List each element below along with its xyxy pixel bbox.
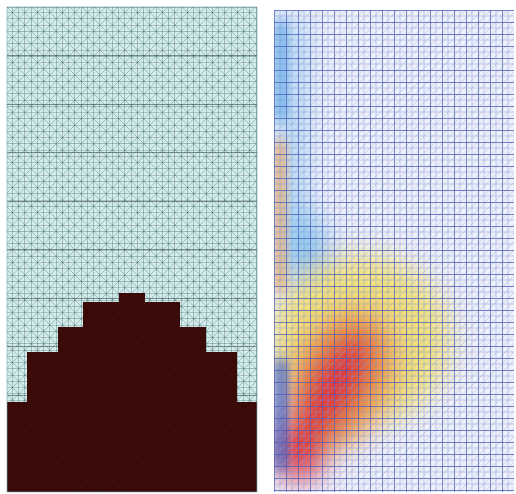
right-panel	[263, 10, 514, 492]
left-panel	[7, 7, 257, 492]
screenshot	[0, 0, 516, 494]
blue-grid	[274, 10, 514, 492]
page	[0, 0, 516, 494]
